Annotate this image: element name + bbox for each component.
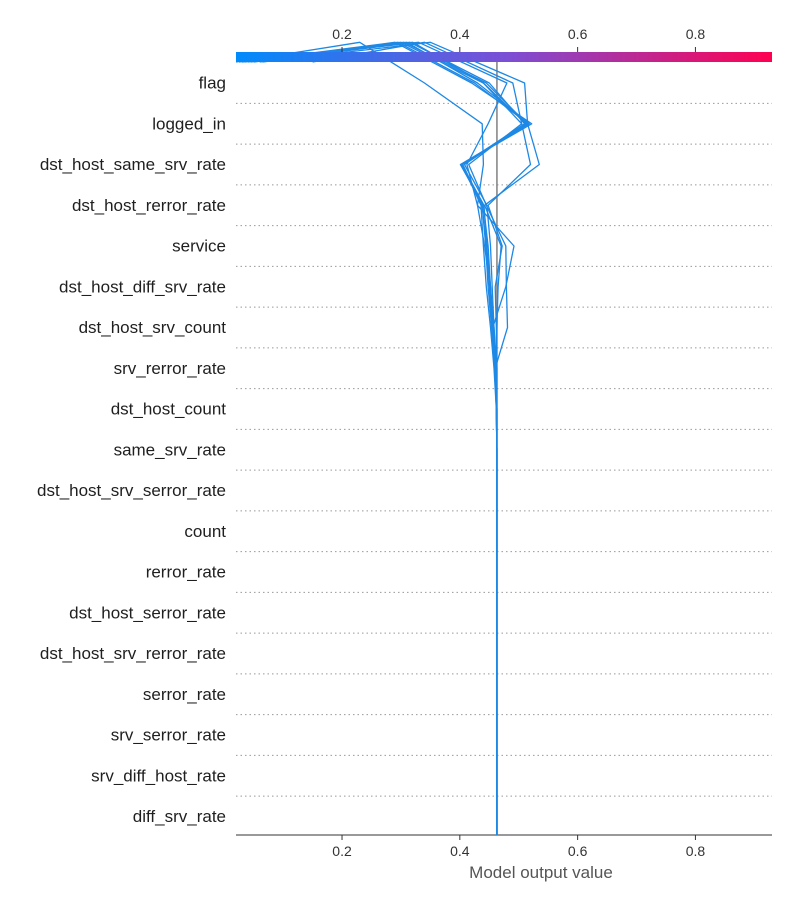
decision-line-3 [241,41,533,835]
decision-line-4 [247,41,529,835]
x-tick-label: 0.6 [568,843,588,859]
feature-label-dst-host-count: dst_host_count [111,400,227,419]
feature-label-count: count [184,522,226,541]
colorbar-gradient [236,52,772,62]
feature-label-dst-host-srv-serror-rate: dst_host_srv_serror_rate [37,481,226,500]
x-axis-title: Model output value [469,863,613,882]
decision-line-2 [244,41,530,835]
feature-label-flag: flag [199,74,226,93]
colorbar-tick-label: 0.2 [332,26,352,42]
decision-line-6 [259,41,523,835]
colorbar-tick-label: 0.6 [568,26,588,42]
axes: 0.2 0.4 0.6 0.8 [236,834,772,859]
feature-label-dst-host-srv-count: dst_host_srv_count [79,318,227,337]
colorbar: 0.2 0.4 0.6 0.8 [236,26,772,62]
colorbar-tick-label: 0.4 [450,26,470,42]
decision-lines [235,41,540,835]
feature-label-rerror-rate: rerror_rate [146,563,226,582]
grid-layer [236,102,772,797]
feature-labels: flag logged_in dst_host_same_srv_rate dst_h… [37,74,226,827]
feature-label-diff-srv-rate: diff_srv_rate [133,807,226,826]
feature-label-serror-rate: serror_rate [143,685,226,704]
decision-line-10 [235,41,498,835]
decision-line-7 [262,41,540,835]
feature-label-dst-host-rerror-rate: dst_host_rerror_rate [72,196,226,215]
feature-label-dst-host-diff-srv-rate: dst_host_diff_srv_rate [59,277,226,296]
feature-label-same-srv-rate: same_srv_rate [114,440,226,459]
feature-label-logged-in: logged_in [152,114,226,133]
feature-label-dst-host-serror-rate: dst_host_serror_rate [69,603,226,622]
feature-label-srv-rerror-rate: srv_rerror_rate [114,359,226,378]
feature-label-srv-serror-rate: srv_serror_rate [111,726,226,745]
x-tick-label: 0.8 [686,843,706,859]
x-tick-label: 0.2 [332,843,352,859]
feature-label-service: service [172,237,226,256]
feature-label-dst-host-same-srv-rate: dst_host_same_srv_rate [40,155,226,174]
colorbar-tick-label: 0.8 [686,26,706,42]
decision-line-5 [253,41,526,835]
x-tick-label: 0.4 [450,843,470,859]
decision-line-8 [312,41,532,835]
decision-line-11 [250,41,528,835]
feature-label-srv-diff-host-rate: srv_diff_host_rate [91,766,226,785]
feature-label-dst-host-srv-rerror-rate: dst_host_srv_rerror_rate [40,644,226,663]
